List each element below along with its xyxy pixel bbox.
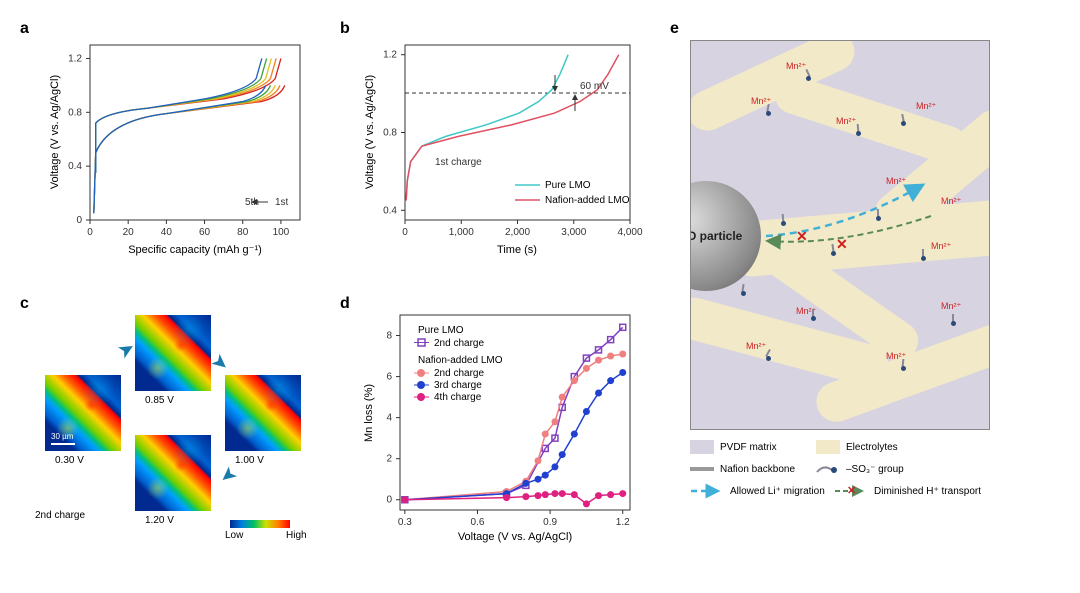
- anno-1st: 1st: [275, 197, 289, 208]
- mn-ion-label: Mn²⁺: [931, 241, 951, 252]
- panel-e: e LMO particle ✕ ✕ Mn²⁺Mn²⁺Mn²⁺Mn²⁺Mn²⁺M…: [670, 20, 1030, 555]
- svg-text:1.2: 1.2: [616, 517, 630, 528]
- li-migration-arrow: [766, 186, 921, 236]
- panel-d: d 0.3 0.6 0.9 1.2 0 2 4 6 8 Pure LMO 2nd charge …: [340, 295, 650, 555]
- hm-label-2: 1.00 V: [235, 455, 264, 466]
- colorbar: [230, 520, 290, 528]
- svg-text:✕: ✕: [796, 228, 808, 244]
- mn-ion-label: Mn²⁺: [941, 196, 961, 207]
- mn-ion-label: Mn²⁺: [916, 101, 936, 112]
- mn-ion-label: Mn²⁺: [836, 116, 856, 127]
- heatmap-120v: [135, 435, 211, 511]
- svg-text:0: 0: [386, 495, 392, 506]
- svg-text:0.4: 0.4: [383, 205, 397, 216]
- mn-ion-label: Mn²⁺: [746, 341, 766, 352]
- svg-text:1,000: 1,000: [449, 227, 474, 238]
- svg-text:0.4: 0.4: [68, 161, 82, 172]
- svg-text:0: 0: [402, 227, 408, 238]
- colorbar-low: Low: [225, 530, 243, 541]
- chart-b: 0 1,000 2,000 3,000 4,000 0.4 0.8 1.2 60 mV 1st…: [360, 35, 645, 265]
- svg-text:4: 4: [386, 413, 392, 424]
- legend-elec: Electrolytes: [846, 442, 898, 453]
- svg-text:0.8: 0.8: [383, 128, 397, 139]
- hm-label-0: 0.30 V: [55, 455, 84, 466]
- legend-pure-lmo: Pure LMO: [545, 180, 591, 191]
- legend-h: Diminished H⁺ transport: [874, 486, 981, 497]
- hm-label-3: 1.20 V: [145, 515, 174, 526]
- svg-text:0.6: 0.6: [471, 517, 485, 528]
- hm-label-1: 0.85 V: [145, 395, 174, 406]
- heatmap-030v: 30 µm: [45, 375, 121, 451]
- ylabel-b: Voltage (V vs. Ag/AgCl): [364, 75, 376, 189]
- ylabel-a: Voltage (V vs. Ag/AgCl): [49, 75, 61, 189]
- charge-label: 2nd charge: [35, 510, 85, 521]
- h-transport-arrow: [769, 216, 931, 242]
- svg-text:✕: ✕: [847, 485, 856, 497]
- legend-pvdf: PVDF matrix: [720, 442, 810, 453]
- panel-label-d: d: [340, 295, 350, 313]
- legend-backbone: Nafion backbone: [720, 464, 810, 475]
- colorbar-high: High: [286, 530, 307, 541]
- legend-li: Allowed Li⁺ migration: [730, 486, 828, 497]
- svg-text:4,000: 4,000: [617, 227, 642, 238]
- legend-so3: –SO₃⁻ group: [846, 464, 904, 475]
- xlabel-d: Voltage (V vs. Ag/AgCl): [458, 531, 572, 543]
- panel-b: b 0 1,000 2,000 3,000 4,000 0.4 0.8 1.2 60 mV 1…: [340, 20, 650, 280]
- svg-text:0: 0: [76, 215, 82, 226]
- heatmap-100v: [225, 375, 301, 451]
- svg-text:20: 20: [123, 227, 135, 238]
- heatmap-085v: [135, 315, 211, 391]
- mn-ion-label: Mn²⁺: [886, 176, 906, 187]
- mn-ion-label: Mn²⁺: [941, 301, 961, 312]
- svg-text:40: 40: [161, 227, 173, 238]
- legend-n3: 3rd charge: [434, 380, 482, 391]
- xlabel-a: Specific capacity (mAh g⁻¹): [128, 244, 262, 256]
- diagram-e: LMO particle ✕ ✕ Mn²⁺Mn²⁺Mn²⁺Mn²⁺Mn²⁺Mn²…: [690, 40, 990, 430]
- swatch-backbone: [690, 467, 714, 471]
- svg-text:1.2: 1.2: [383, 50, 397, 61]
- svg-text:1.2: 1.2: [68, 53, 82, 64]
- svg-text:8: 8: [386, 331, 392, 342]
- svg-text:100: 100: [273, 227, 290, 238]
- chart-d: 0.3 0.6 0.9 1.2 0 2 4 6 8 Pure LMO 2nd charge Na…: [360, 305, 645, 550]
- chart-a: 0 20 40 60 80 100 0 0.4 0.8 1.2 Specific capacity…: [45, 35, 315, 265]
- legend-nafion-header: Nafion-added LMO: [418, 355, 503, 366]
- svg-text:0: 0: [87, 227, 93, 238]
- legend-nafion-lmo: Nafion-added LMO: [545, 195, 630, 206]
- svg-text:0.9: 0.9: [543, 517, 557, 528]
- svg-text:2,000: 2,000: [505, 227, 530, 238]
- swatch-elec: [816, 440, 840, 454]
- legend-n4: 4th charge: [434, 392, 482, 403]
- panel-label-b: b: [340, 20, 350, 38]
- legend-pure-header: Pure LMO: [418, 325, 464, 336]
- panel-label-e: e: [670, 20, 679, 38]
- ylabel-d: Mn loss (%): [363, 384, 375, 442]
- panel-a: a 0 20 40 60 80 100 0 0.4 0.8 1.2 Specific capaci…: [20, 20, 320, 280]
- svg-text:60: 60: [199, 227, 211, 238]
- anno-60mv: 60 mV: [580, 81, 609, 92]
- svg-text:6: 6: [386, 372, 392, 383]
- legend-e: PVDF matrix Electrolytes Nafion backbone…: [690, 440, 990, 506]
- legend-pure-2nd: 2nd charge: [434, 338, 484, 349]
- xlabel-b: Time (s): [497, 244, 537, 256]
- scalebar-label: 30 µm: [51, 432, 73, 441]
- svg-text:✕: ✕: [836, 236, 848, 252]
- svg-text:2: 2: [386, 454, 392, 465]
- swatch-pvdf: [690, 440, 714, 454]
- legend-n2: 2nd charge: [434, 368, 484, 379]
- panel-label-c: c: [20, 295, 29, 313]
- svg-text:80: 80: [237, 227, 249, 238]
- panel-label-a: a: [20, 20, 29, 38]
- svg-text:0.8: 0.8: [68, 107, 82, 118]
- anno-1stcharge: 1st charge: [435, 157, 482, 168]
- mn-ion-label: Mn²⁺: [786, 61, 806, 72]
- panel-c: c 30 µm 0.30 V 0.85 V 1.00 V 1.20 V ➤ ➤ …: [20, 295, 320, 555]
- svg-text:3,000: 3,000: [561, 227, 586, 238]
- svg-text:0.3: 0.3: [398, 517, 412, 528]
